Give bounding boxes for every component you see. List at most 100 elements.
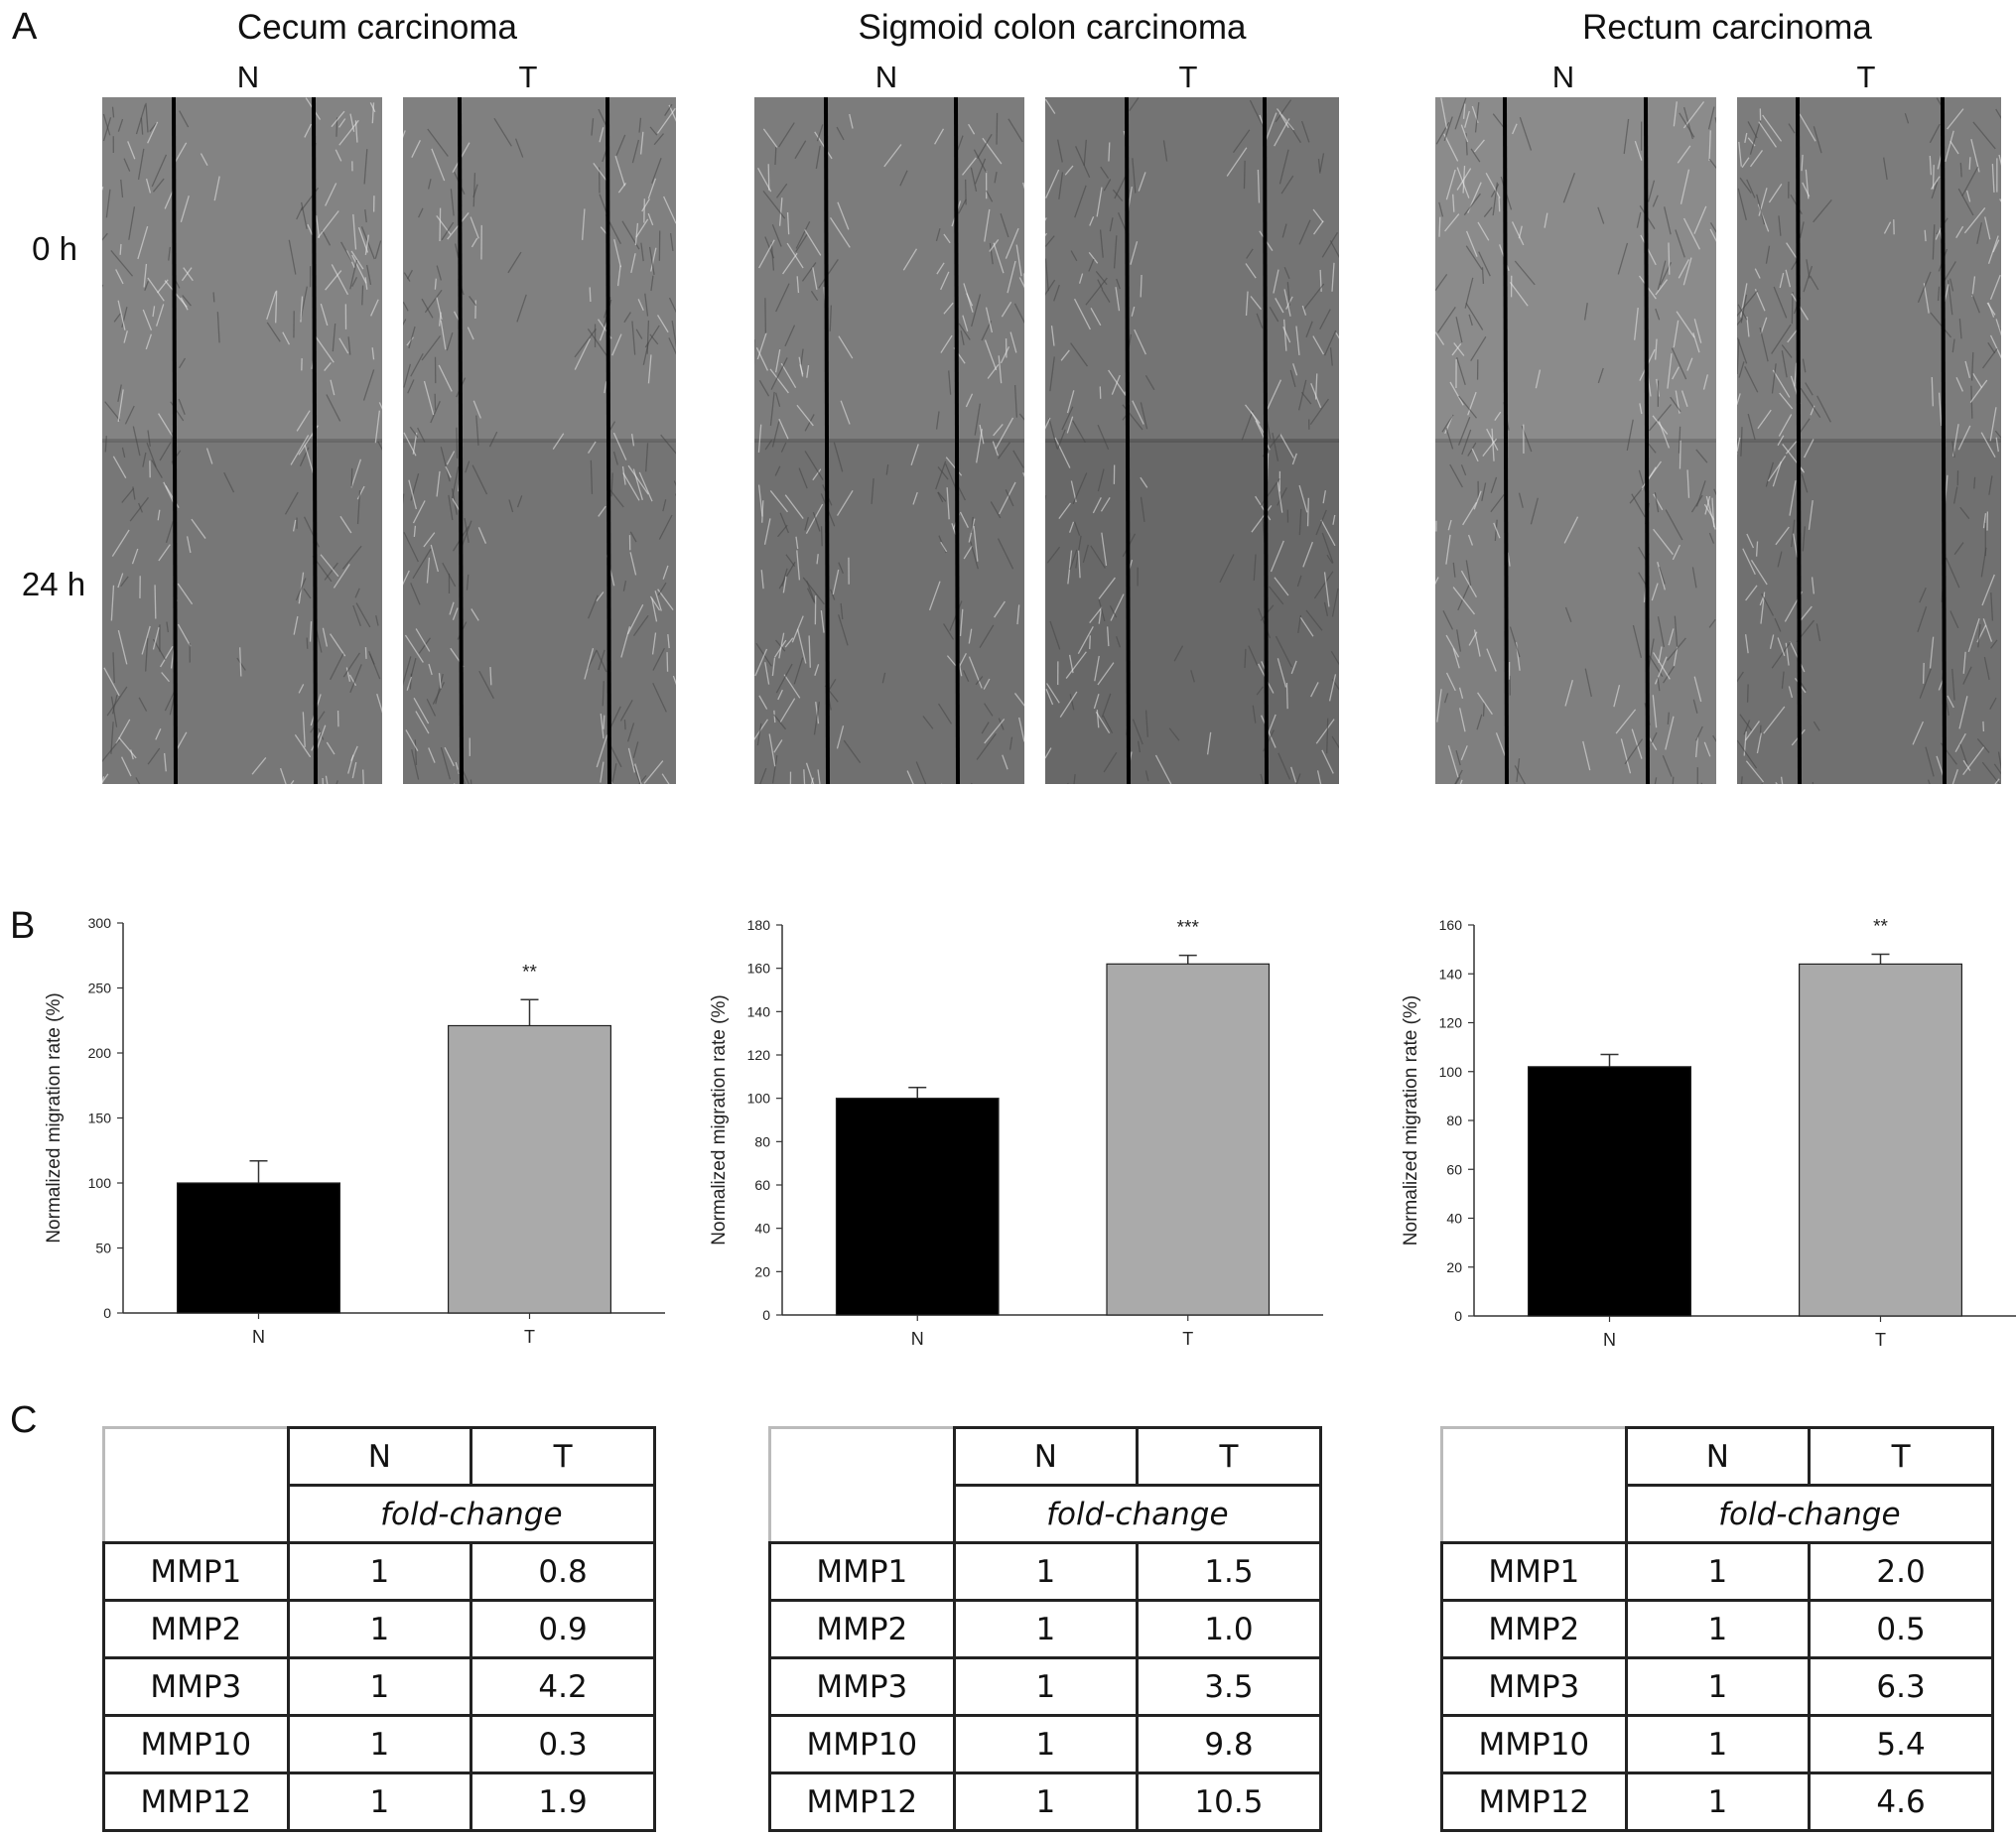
gene-cell: MMP10 <box>102 1714 290 1774</box>
n-value-cell: 1 <box>286 1714 473 1774</box>
significance-label: *** <box>1177 918 1200 939</box>
table-row: MMP2 1 0.9 <box>102 1599 656 1659</box>
column-header-t: T <box>470 1426 656 1487</box>
y-tick-label: 150 <box>88 1111 112 1126</box>
x-tick-label: T <box>1182 1329 1193 1349</box>
mmp-table-cecum: N T fold-change MMP1 1 0.8 MMP2 1 0.9 MMP3 1 4… <box>102 1426 657 1832</box>
table-row: MMP3 1 4.2 <box>102 1656 656 1717</box>
gene-cell: MMP12 <box>102 1771 290 1832</box>
t-value-cell: 1.0 <box>1135 1599 1323 1659</box>
gene-cell: MMP3 <box>1440 1656 1628 1717</box>
time-label-0h: 0 h <box>32 230 77 267</box>
micrograph-sigmoid-n <box>754 97 1024 784</box>
micrograph-cecum-t <box>403 97 676 784</box>
micrograph-label-n: N <box>1551 60 1575 94</box>
x-tick-label: T <box>524 1327 535 1347</box>
y-tick-label: 250 <box>88 981 112 996</box>
gene-cell: MMP12 <box>1440 1771 1628 1832</box>
bar-t <box>1106 963 1271 1316</box>
y-axis-label: Normalized migration rate (%) <box>44 992 65 1243</box>
y-tick-label: 120 <box>1439 1015 1463 1031</box>
group-title-sigmoid: Sigmoid colon carcinoma <box>858 8 1247 47</box>
y-tick-label: 20 <box>1446 1259 1462 1275</box>
table-row: MMP10 1 0.3 <box>102 1714 656 1774</box>
column-header-n: N <box>1624 1426 1812 1487</box>
bar-t <box>1798 963 1962 1317</box>
t-value-cell: 5.4 <box>1808 1714 1994 1774</box>
bar-t <box>448 1024 612 1314</box>
t-value-cell: 1.5 <box>1135 1541 1323 1602</box>
micrograph-texture <box>1045 97 1339 784</box>
gene-cell: MMP1 <box>1440 1541 1628 1602</box>
panel-label-b: B <box>10 905 36 947</box>
micrograph-rectum-t <box>1737 97 2001 784</box>
y-tick-label: 100 <box>88 1175 112 1191</box>
table-row: MMP10 1 9.8 <box>768 1714 1323 1774</box>
micrograph-label-t: T <box>518 60 538 94</box>
y-axis-label: Normalized migration rate (%) <box>709 994 730 1245</box>
n-value-cell: 1 <box>286 1599 473 1659</box>
t-value-cell: 1.9 <box>470 1771 656 1832</box>
t-value-cell: 6.3 <box>1808 1656 1994 1717</box>
x-tick-label: T <box>1875 1330 1886 1350</box>
table-row: MMP2 1 0.5 <box>1440 1599 1994 1659</box>
gene-cell: MMP1 <box>102 1541 290 1602</box>
column-subheader: fold-change <box>286 1484 657 1544</box>
table-row: MMP12 1 4.6 <box>1440 1771 1994 1832</box>
n-value-cell: 1 <box>952 1771 1139 1832</box>
n-value-cell: 1 <box>1624 1541 1812 1602</box>
column-header-n: N <box>952 1426 1139 1487</box>
t-value-cell: 0.5 <box>1808 1599 1994 1659</box>
table-row: MMP3 1 6.3 <box>1440 1656 1994 1717</box>
y-tick-label: 40 <box>1446 1211 1462 1227</box>
micrograph-texture <box>1435 97 1716 784</box>
micrograph-label-t: T <box>1178 60 1198 94</box>
column-header-t: T <box>1808 1426 1994 1487</box>
y-tick-label: 0 <box>103 1305 111 1321</box>
t-value-cell: 4.2 <box>470 1656 656 1717</box>
y-tick-label: 140 <box>1439 966 1463 982</box>
t-value-cell: 2.0 <box>1808 1541 1994 1602</box>
y-tick-label: 0 <box>1454 1308 1462 1324</box>
y-tick-label: 100 <box>1439 1064 1463 1080</box>
table-row: MMP1 1 1.5 <box>768 1541 1323 1602</box>
x-tick-label: N <box>911 1329 924 1349</box>
n-value-cell: 1 <box>952 1714 1139 1774</box>
n-value-cell: 1 <box>952 1599 1139 1659</box>
micrograph-texture <box>1737 97 2001 784</box>
gene-cell: MMP2 <box>1440 1599 1628 1659</box>
micrograph-label-n: N <box>874 60 898 94</box>
significance-label: ** <box>522 962 537 983</box>
y-tick-label: 160 <box>747 961 771 977</box>
t-value-cell: 10.5 <box>1135 1771 1323 1832</box>
y-tick-label: 60 <box>754 1177 770 1193</box>
t-value-cell: 0.9 <box>470 1599 656 1659</box>
micrograph-texture <box>754 97 1024 784</box>
bar-n <box>177 1182 341 1314</box>
y-tick-label: 140 <box>747 1003 771 1019</box>
gene-cell: MMP2 <box>768 1599 956 1659</box>
micrograph-rectum-n <box>1435 97 1716 784</box>
n-value-cell: 1 <box>952 1541 1139 1602</box>
gene-cell: MMP2 <box>102 1599 290 1659</box>
y-tick-label: 100 <box>747 1091 771 1107</box>
gene-cell: MMP1 <box>768 1541 956 1602</box>
table-row: MMP10 1 5.4 <box>1440 1714 1994 1774</box>
t-value-cell: 3.5 <box>1135 1656 1323 1717</box>
table-corner-cell <box>102 1426 290 1544</box>
table-row: MMP3 1 3.5 <box>768 1656 1323 1717</box>
n-value-cell: 1 <box>286 1771 473 1832</box>
micrograph-cecum-n <box>102 97 382 784</box>
column-subheader: fold-change <box>952 1484 1323 1544</box>
n-value-cell: 1 <box>1624 1599 1812 1659</box>
table-corner-cell <box>768 1426 956 1544</box>
y-tick-label: 50 <box>95 1241 111 1256</box>
y-tick-label: 40 <box>754 1221 770 1237</box>
y-tick-label: 180 <box>747 917 771 933</box>
gene-cell: MMP10 <box>768 1714 956 1774</box>
mmp-table-sigmoid: N T fold-change MMP1 1 1.5 MMP2 1 1.0 MMP3 1 3… <box>768 1426 1323 1832</box>
y-tick-label: 120 <box>747 1047 771 1063</box>
micrograph-label-n: N <box>236 60 260 94</box>
x-tick-label: N <box>252 1327 265 1347</box>
